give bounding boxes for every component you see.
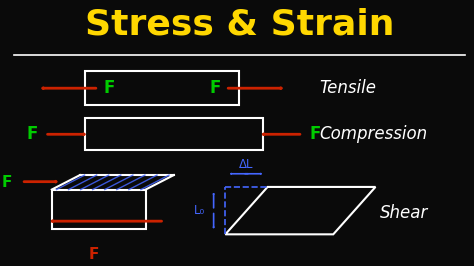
Text: F: F xyxy=(310,125,321,143)
Text: Shear: Shear xyxy=(380,204,428,222)
Text: F: F xyxy=(27,125,38,143)
Bar xyxy=(85,118,263,150)
Text: Stress & Strain: Stress & Strain xyxy=(85,8,394,42)
Text: Tensile: Tensile xyxy=(319,79,376,97)
Text: L₀: L₀ xyxy=(194,204,205,217)
Text: F: F xyxy=(1,175,12,190)
Text: F: F xyxy=(103,79,115,97)
Text: Compression: Compression xyxy=(319,125,427,143)
Bar xyxy=(85,71,239,105)
Text: F: F xyxy=(89,247,99,263)
Text: F: F xyxy=(210,79,221,97)
Text: ΔL: ΔL xyxy=(239,158,254,171)
